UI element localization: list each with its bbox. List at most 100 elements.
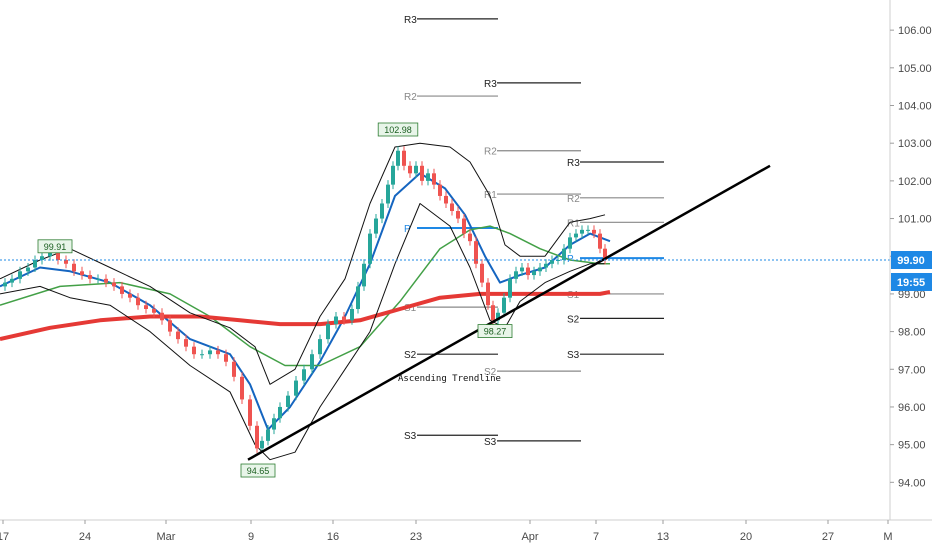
candle-body: [520, 267, 524, 272]
x-tick-label: 20: [740, 531, 752, 543]
candle-body: [96, 278, 100, 280]
pivot-label-s3: S3: [567, 350, 580, 361]
candle-body: [456, 211, 460, 219]
y-tick-label: 106.00: [898, 25, 932, 37]
x-tick-label: 13: [657, 531, 669, 543]
candle-body: [334, 316, 338, 325]
x-tick-label: 9: [248, 531, 254, 543]
candle-body: [574, 233, 578, 238]
pivot-label-s3: S3: [404, 431, 417, 442]
candle-body: [18, 271, 22, 279]
candle-body: [342, 316, 346, 321]
candle-body: [544, 263, 548, 268]
candle-body: [396, 150, 400, 166]
candle-body: [374, 218, 378, 234]
candle-body: [3, 282, 7, 287]
candle-body: [128, 293, 132, 298]
candle-body: [568, 237, 572, 249]
trendline-label: Ascending Trendline: [398, 374, 501, 384]
candle-body: [368, 233, 372, 264]
candle-body: [56, 252, 60, 260]
pivot-label-r1: R1: [567, 218, 580, 229]
y-tick-label: 94.00: [898, 477, 926, 489]
x-tick-label: 27: [822, 531, 834, 543]
last-price-badge-bg: [891, 251, 932, 269]
y-tick-label: 102.00: [898, 176, 932, 188]
extreme-labels: 99.91 102.98 94.65 98.27: [37, 122, 513, 478]
candle-body: [486, 282, 490, 306]
pivot-label-r3: R3: [484, 79, 497, 90]
candle-body: [33, 260, 37, 268]
candle-body: [232, 361, 236, 377]
candle-body: [444, 195, 448, 204]
extreme-tag: 98.27: [484, 327, 507, 337]
y-axis[interactable]: 106.00 105.00 104.00 103.00 102.00 101.00 99.0…: [890, 25, 932, 489]
candle-body: [508, 278, 512, 298]
pivot-label-r1: R1: [484, 190, 497, 201]
y-tick-label: 105.00: [898, 63, 932, 75]
y-tick-label: 97.00: [898, 364, 926, 376]
candle-body: [112, 282, 116, 287]
x-tick-label: Apr: [521, 531, 538, 543]
candle-body: [356, 286, 360, 309]
candle-body: [491, 305, 495, 321]
candle-body: [480, 263, 484, 283]
candle-body: [144, 305, 148, 309]
candle-body: [104, 278, 108, 283]
candle-body: [450, 203, 454, 212]
candle-body: [64, 260, 68, 264]
extreme-tag-bg: [37, 239, 73, 254]
candle-body: [532, 271, 536, 276]
x-tick-label: Mar: [157, 531, 176, 543]
candle-body: [598, 233, 602, 249]
pivot-label-r3: R3: [404, 15, 417, 26]
extreme-tag-bg: [240, 463, 276, 478]
candle-body: [414, 165, 418, 174]
x-tick-label: M: [883, 531, 892, 543]
y-tick-label: 96.00: [898, 402, 926, 414]
y-tick-label: 95.00: [898, 440, 926, 452]
lower-band-line: [0, 203, 605, 461]
last-price-badge: 99.90 19:55: [891, 251, 932, 291]
candle-body: [426, 173, 430, 181]
candle-body: [48, 252, 52, 257]
y-tick-label: 99.00: [898, 289, 926, 301]
x-tick-label: 16: [327, 531, 339, 543]
candle-body: [420, 165, 424, 181]
y-tick-label: 103.00: [898, 138, 932, 150]
candle-body: [120, 286, 124, 294]
x-tick-label: 7: [593, 531, 599, 543]
candle-body: [208, 350, 212, 355]
candle-body: [538, 267, 542, 272]
candle-body: [240, 376, 244, 400]
pivot-label-p: P: [404, 224, 411, 235]
candle-body: [136, 297, 140, 306]
trendline-group: Ascending Trendline: [247, 164, 771, 461]
pivot-label-s3: S3: [484, 437, 497, 448]
y-tick-label: 98.00: [898, 327, 926, 339]
candle-body: [586, 229, 590, 231]
candle-body: [80, 271, 84, 276]
ascending-trendline: [247, 164, 771, 461]
candle-body: [224, 354, 228, 362]
candle-body: [26, 267, 30, 272]
candle-body: [350, 308, 354, 321]
candle-body: [184, 339, 188, 347]
extreme-tag: 102.98: [384, 125, 412, 135]
candle-body: [72, 263, 76, 272]
countdown-badge-bg: [891, 273, 932, 291]
candle-body: [391, 165, 395, 185]
pivot-label-s1: S1: [404, 303, 417, 314]
x-axis[interactable]: 17 24 Mar 9 16 23 Apr 7 13 20 27 M: [0, 520, 893, 543]
candle-body: [318, 339, 322, 355]
candle-body: [402, 150, 406, 166]
candle-body: [462, 218, 466, 234]
candle-body: [294, 380, 298, 396]
pivot-label-s2: S2: [484, 367, 497, 378]
candle-body: [326, 324, 330, 340]
candle-body: [176, 331, 180, 340]
candle-body: [286, 395, 290, 407]
candle-body: [278, 406, 282, 419]
